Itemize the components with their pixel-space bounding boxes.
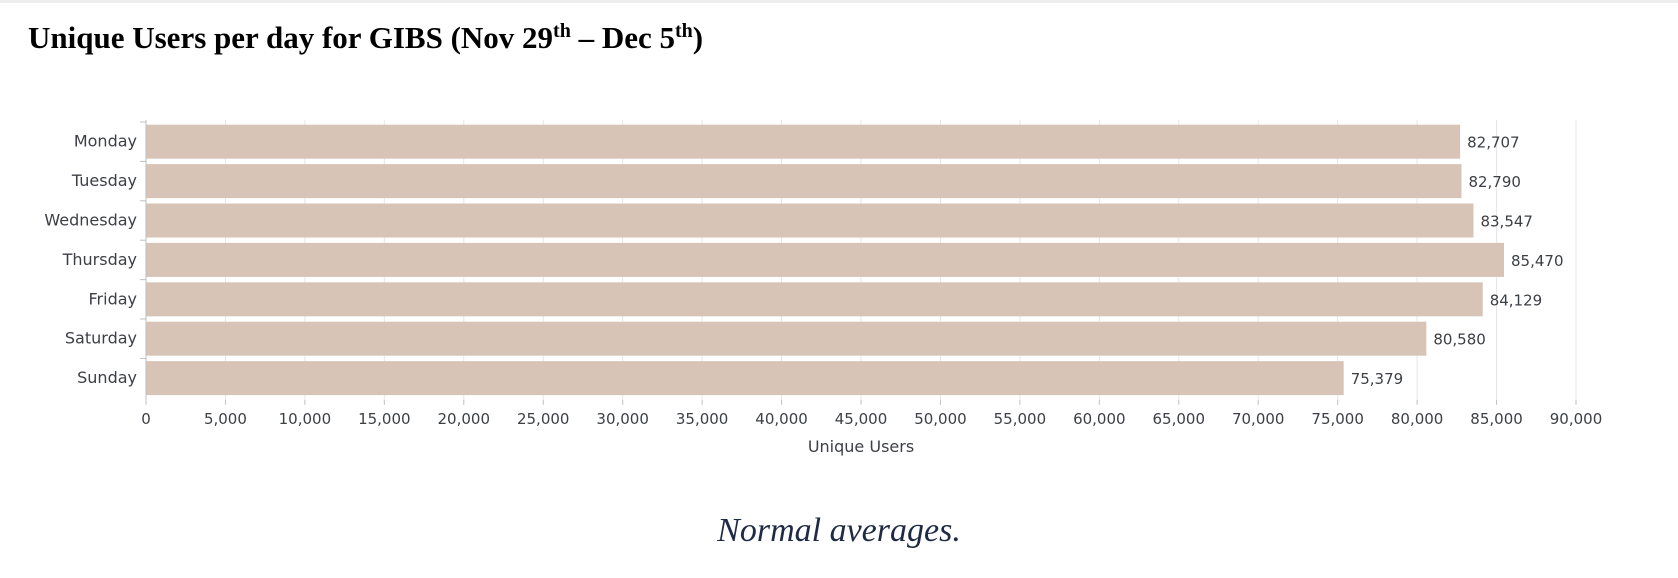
data-label: 84,129: [1490, 291, 1543, 309]
x-tick-label: 70,000: [1232, 410, 1285, 428]
category-label: Wednesday: [44, 211, 137, 230]
bar: [146, 203, 1474, 238]
category-label: Saturday: [65, 329, 137, 348]
x-tick-label: 10,000: [279, 410, 332, 428]
caption: Normal averages.: [717, 512, 961, 549]
category-label: Monday: [74, 132, 137, 151]
x-tick-label: 45,000: [835, 410, 888, 428]
axes: [140, 120, 1577, 405]
x-axis-title: Unique Users: [808, 437, 914, 456]
x-tick-label: 0: [141, 410, 151, 428]
data-label: 85,470: [1511, 252, 1564, 270]
x-tick-label: 15,000: [358, 410, 411, 428]
x-tick-label: 50,000: [914, 410, 967, 428]
x-tick-label: 75,000: [1311, 410, 1364, 428]
data-label: 75,379: [1351, 370, 1404, 388]
chart-title: Unique Users per day for GIBS (Nov 29th …: [28, 20, 703, 56]
top-divider: [0, 0, 1678, 3]
bar: [146, 321, 1427, 356]
data-label: 83,547: [1480, 213, 1533, 231]
x-tick-label: 20,000: [438, 410, 491, 428]
category-label: Tuesday: [71, 171, 137, 190]
x-tick-label: 30,000: [596, 410, 649, 428]
bar: [146, 242, 1505, 277]
bar: [146, 282, 1483, 317]
x-tick-label: 5,000: [204, 410, 247, 428]
title-suffix: ): [692, 20, 704, 55]
title-superscript-2: th: [675, 20, 693, 42]
title-middle: – Dec 5: [570, 20, 675, 55]
category-label: Sunday: [77, 368, 137, 387]
x-tick-label: 65,000: [1153, 410, 1206, 428]
labels: 0 5,000 10,000 15,000 20,000 25,000 30,000 35,0…: [44, 132, 1602, 456]
data-label: 80,580: [1433, 331, 1486, 349]
data-label: 82,790: [1468, 173, 1521, 191]
title-superscript-1: th: [553, 20, 571, 42]
title-prefix: Unique Users per day for GIBS (Nov 29: [28, 20, 554, 55]
x-tick-label: 60,000: [1073, 410, 1126, 428]
x-tick-label: 55,000: [994, 410, 1047, 428]
x-tick-label: 40,000: [755, 410, 808, 428]
bar: [146, 164, 1462, 199]
x-tick-label: 90,000: [1550, 410, 1603, 428]
x-tick-label: 80,000: [1391, 410, 1444, 428]
x-tick-label: 85,000: [1470, 410, 1523, 428]
bar: [146, 361, 1344, 396]
data-label: 82,707: [1467, 134, 1520, 152]
bar: [146, 124, 1461, 159]
x-tick-label: 25,000: [517, 410, 570, 428]
x-tick-label: 35,000: [676, 410, 729, 428]
category-label: Friday: [89, 289, 138, 308]
category-label: Thursday: [62, 250, 137, 269]
bar-chart: 0 5,000 10,000 15,000 20,000 25,000 30,000 35,0…: [44, 120, 1602, 456]
bars: [146, 124, 1505, 396]
